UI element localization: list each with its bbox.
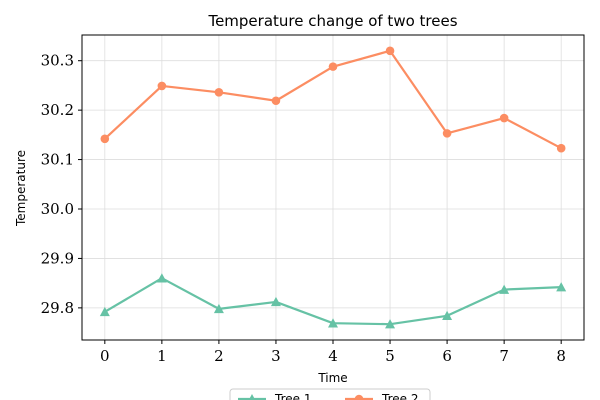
series-layer	[99, 46, 567, 329]
legend-box	[229, 388, 431, 400]
chart-title: Temperature change of two trees	[207, 12, 457, 30]
series-1	[99, 273, 567, 329]
data-point	[385, 46, 395, 56]
legend-entry: Tree 2	[345, 392, 418, 400]
x-tick-label: 3	[271, 347, 281, 365]
x-tick-label: 7	[499, 347, 509, 365]
y-tick-label: 29.8	[41, 299, 74, 317]
legend-entry: Tree 1	[238, 392, 311, 400]
data-point	[270, 296, 281, 307]
x-tick-label: 2	[214, 347, 224, 365]
circle-marker-icon	[354, 394, 364, 400]
data-point	[328, 62, 338, 71]
data-point	[556, 143, 566, 153]
data-point	[99, 306, 110, 317]
data-point	[271, 96, 281, 106]
data-point	[556, 282, 567, 292]
grid	[82, 35, 584, 340]
y-tick-label: 30.0	[41, 200, 74, 218]
axis-ticks: 0 1 2 3 4 5 6 7 8 29.8 29.9 30.0 30.1 30.2 30.3	[41, 52, 566, 365]
legend-label: Tree 1	[274, 392, 311, 400]
data-point	[214, 88, 224, 97]
y-axis-label: Temperature	[14, 150, 28, 227]
x-axis-label: Time	[317, 371, 347, 385]
data-point	[100, 134, 110, 144]
y-tick-label: 30.1	[41, 151, 74, 169]
y-tick-label: 30.2	[41, 101, 74, 119]
data-point	[328, 318, 338, 328]
data-point	[156, 273, 167, 283]
y-tick-label: 30.3	[41, 52, 74, 70]
data-point	[499, 113, 509, 123]
triangle-marker-icon	[248, 394, 256, 400]
y-tick-label: 29.9	[41, 249, 74, 267]
x-tick-label: 6	[442, 347, 452, 365]
data-point	[385, 319, 396, 329]
data-point	[499, 284, 510, 294]
data-point	[213, 303, 224, 314]
data-point	[442, 129, 452, 138]
x-tick-label: 5	[385, 347, 395, 365]
legend-label: Tree 2	[381, 392, 418, 400]
data-point	[157, 81, 167, 91]
x-tick-label: 4	[328, 347, 338, 365]
x-tick-label: 1	[157, 347, 167, 365]
x-tick-label: 8	[556, 347, 566, 365]
legend: Tree 1 Tree 2	[229, 388, 431, 400]
x-tick-label: 0	[100, 347, 110, 365]
series-2	[100, 46, 566, 153]
data-point	[442, 310, 453, 321]
